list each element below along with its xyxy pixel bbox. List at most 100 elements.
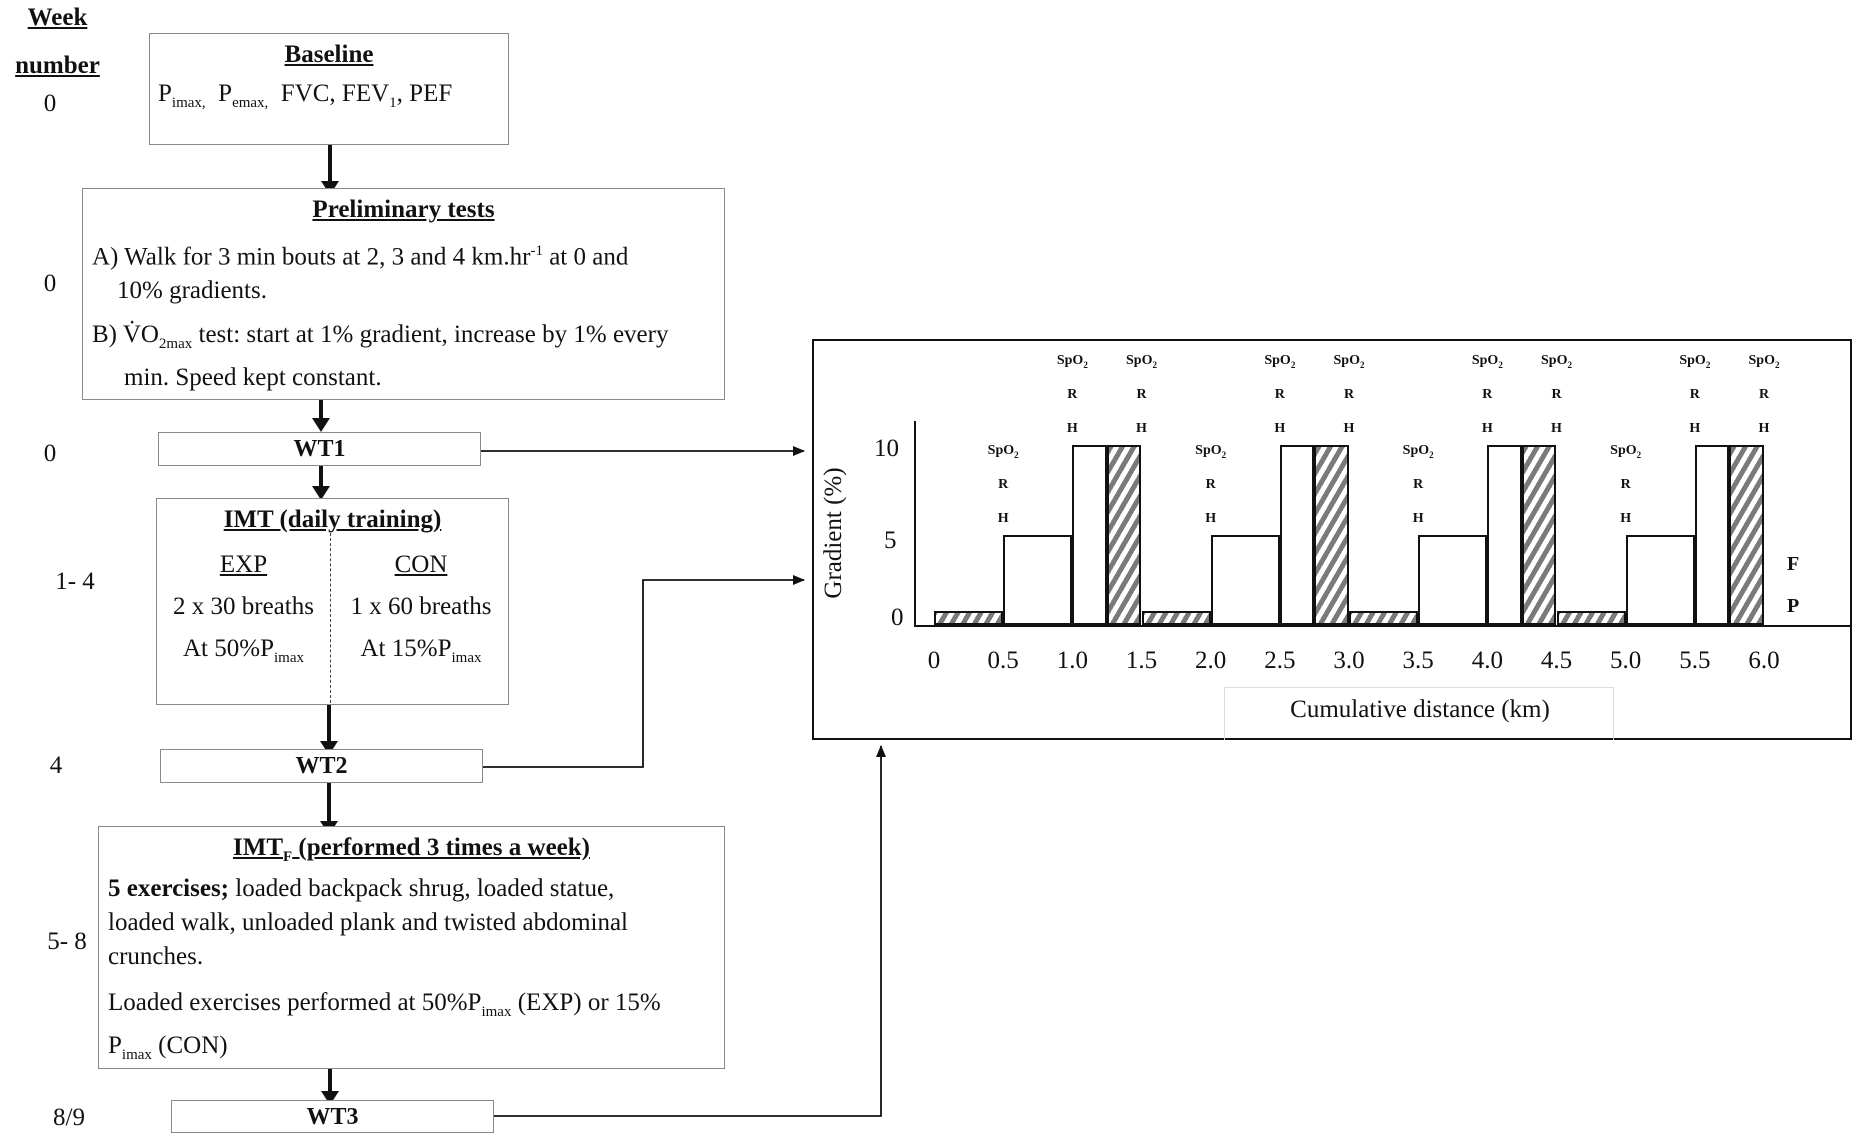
gradient-segment xyxy=(1003,535,1073,625)
r-label: R xyxy=(1620,477,1631,492)
x-tick-label: 0.5 xyxy=(987,647,1019,674)
wt3-box: WT3 xyxy=(171,1100,494,1133)
r-label: R xyxy=(998,477,1009,492)
imtf-exercises: 5 exercises; loaded backpack shrug, load… xyxy=(108,875,629,970)
exp-breaths: 2 x 30 breaths xyxy=(173,593,314,620)
imtf-title: IMTF (performed 3 times a week) xyxy=(233,834,590,865)
exp-label: EXP xyxy=(219,551,268,578)
spo2-label: SpO2 xyxy=(1402,443,1434,460)
hatched-segment xyxy=(1349,611,1419,625)
gradient-segment xyxy=(1418,535,1488,625)
x-axis-line xyxy=(914,625,1850,627)
x-tick-label: 2.0 xyxy=(1195,647,1227,674)
h-label: H xyxy=(1758,421,1770,436)
right-label-f: F xyxy=(1787,553,1800,575)
h-label: H xyxy=(1274,421,1286,436)
r-label: R xyxy=(1343,387,1355,402)
imt-title: IMT (daily training) xyxy=(223,506,442,533)
x-tick-label: 6.0 xyxy=(1748,647,1780,674)
con-label: CON xyxy=(394,551,448,578)
gradient-segment xyxy=(1487,445,1522,625)
spo2-label: SpO2 xyxy=(1056,353,1088,370)
x-tick-label: 0 xyxy=(927,647,941,674)
right-label-p: P xyxy=(1787,595,1800,617)
flow-arrow xyxy=(312,400,330,432)
imt-con-group: CON 1 x 60 breaths At 15%Pimax xyxy=(332,551,510,667)
r-label: R xyxy=(1136,387,1147,402)
x-tick-label: 1.5 xyxy=(1125,647,1158,674)
r-label: R xyxy=(1067,387,1078,402)
spo2-label: SpO2 xyxy=(1333,353,1365,370)
week-header-line2: number xyxy=(15,52,100,79)
con-breaths: 1 x 60 breaths xyxy=(350,593,492,620)
imt-exp-group: EXP 2 x 30 breaths At 50%Pimax xyxy=(157,551,330,667)
exp-load: At 50%Pimax xyxy=(183,635,304,666)
x-tick-label: 2.5 xyxy=(1264,647,1296,674)
spo2-label: SpO2 xyxy=(987,443,1019,460)
baseline-box: Baseline Pimax, Pemax, FVC, FEV1, PEF xyxy=(149,33,509,145)
plot-area: 0 0.5 1.0 1.5 2.0 2.5 3.0 3.5 4.0 4.5 5.0 5.5 6.0 SpO… xyxy=(814,341,1850,738)
h-label: H xyxy=(1481,421,1493,436)
h-label: H xyxy=(997,511,1009,526)
h-label: H xyxy=(1136,421,1147,436)
week-label: 0 xyxy=(43,440,57,467)
x-tick-label: 1.0 xyxy=(1056,647,1088,674)
hatched-segment xyxy=(1556,611,1626,625)
hatched-segment xyxy=(1314,445,1349,625)
flow-arrow xyxy=(312,466,330,500)
week-label: 4 xyxy=(49,752,63,779)
r-label: R xyxy=(1689,387,1700,402)
wt2-connector xyxy=(483,575,805,768)
preliminary-test-a: A) Walk for 3 min bouts at 2, 3 and 4 km… xyxy=(92,243,629,305)
y-tick-label: 5 xyxy=(884,527,897,554)
gradient-segment xyxy=(1210,535,1280,625)
h-label: H xyxy=(1689,421,1701,436)
x-tick-label: 3.0 xyxy=(1333,647,1365,674)
wt2-box: WT2 xyxy=(160,749,483,783)
y-tick-label: 10 xyxy=(874,435,899,462)
gradient-segment xyxy=(1694,445,1730,625)
week-label: 5- 8 xyxy=(47,928,87,955)
hatched-segment xyxy=(1141,611,1211,625)
preliminary-title: Preliminary tests xyxy=(312,196,495,223)
gradient-segment xyxy=(1072,445,1107,625)
hatched-segment xyxy=(1729,445,1764,625)
baseline-measures: Pimax, Pemax, FVC, FEV1, PEF xyxy=(158,80,453,111)
wt3-connector xyxy=(494,745,886,1117)
spo2-label: SpO2 xyxy=(1471,353,1503,370)
gradient-segment xyxy=(1625,535,1695,625)
hatched-segment xyxy=(1106,445,1142,625)
x-tick-label: 5.0 xyxy=(1610,647,1642,674)
spo2-label: SpO2 xyxy=(1610,443,1642,460)
imtf-box: IMTF (performed 3 times a week) 5 exerci… xyxy=(98,826,725,1069)
r-label: R xyxy=(1758,387,1770,402)
y-axis-line xyxy=(914,421,916,627)
wt1-box: WT1 xyxy=(158,432,481,466)
x-axis-label: Cumulative distance (km) xyxy=(1290,696,1550,723)
r-label: R xyxy=(1413,477,1424,492)
week-label: 0 xyxy=(43,270,57,297)
x-tick-label: 3.5 xyxy=(1402,647,1434,674)
h-label: H xyxy=(1066,421,1078,436)
imt-divider xyxy=(330,533,331,703)
week-label: 1- 4 xyxy=(55,568,95,595)
preliminary-test-b: B) V̇O2max test: start at 1% gradient, i… xyxy=(92,321,669,392)
r-label: R xyxy=(1482,387,1493,402)
gradient-segment xyxy=(1279,445,1315,625)
hatched-segment xyxy=(1521,445,1557,625)
x-tick-label: 5.5 xyxy=(1679,647,1711,674)
imtf-load-note: Loaded exercises performed at 50%Pimax (… xyxy=(108,989,661,1063)
h-label: H xyxy=(1620,511,1632,526)
baseline-title: Baseline xyxy=(284,41,374,68)
walking-test-chart: Gradient (%) 10 5 0 Cumulative distance … xyxy=(812,339,1852,740)
spo2-label: SpO2 xyxy=(1748,353,1780,370)
imt-box: IMT (daily training) EXP 2 x 30 breaths … xyxy=(156,498,509,705)
spo2-label: SpO2 xyxy=(1541,353,1572,370)
h-label: H xyxy=(1551,421,1562,436)
preliminary-box: Preliminary tests A) Walk for 3 min bout… xyxy=(82,188,725,400)
spo2-label: SpO2 xyxy=(1679,353,1711,370)
x-tick-label: 4.5 xyxy=(1540,647,1573,674)
y-tick-label: 0 xyxy=(891,604,904,631)
h-label: H xyxy=(1412,511,1424,526)
